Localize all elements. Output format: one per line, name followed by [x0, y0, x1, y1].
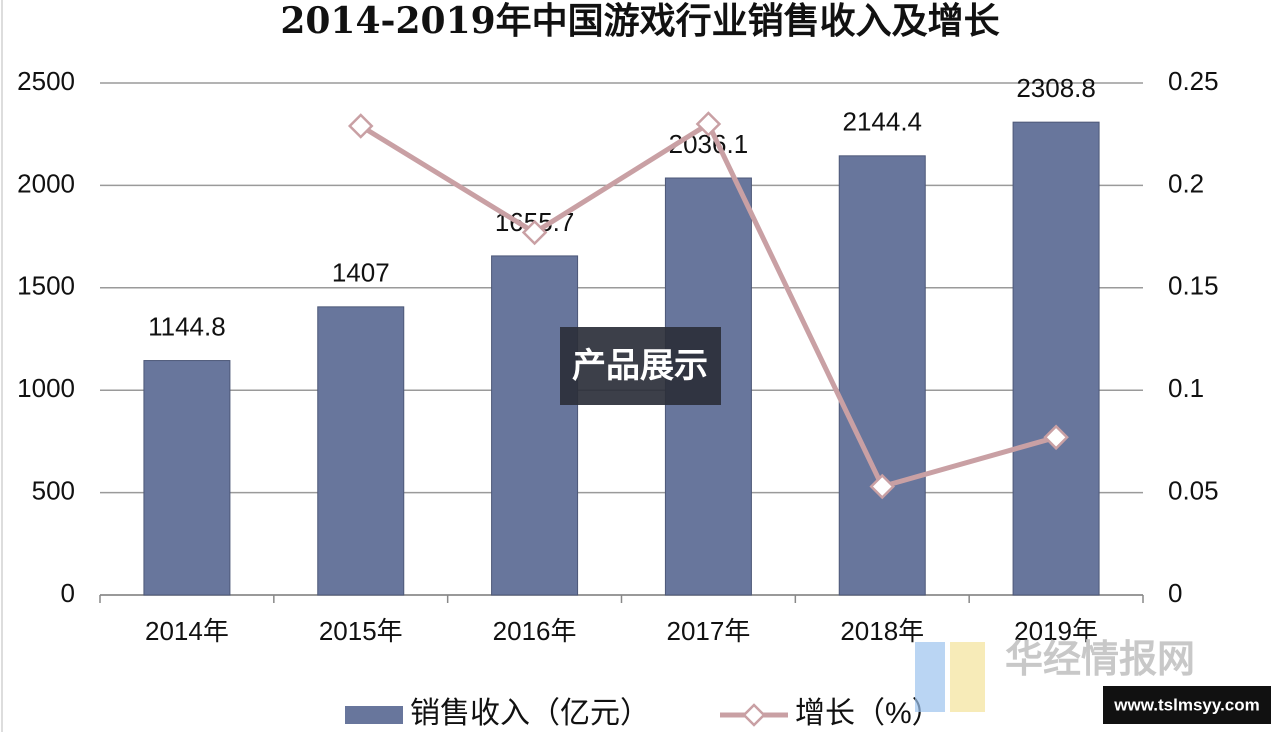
- y-tick-label: 1500: [17, 271, 75, 301]
- line-marker: [347, 113, 374, 139]
- line-marker: [695, 111, 722, 137]
- bar: [838, 155, 926, 596]
- legend-swatch: [345, 706, 403, 724]
- data-label: 2144.4: [842, 107, 922, 137]
- url-text: www.tslmsyy.com: [1113, 695, 1260, 714]
- line-marker: [1043, 424, 1069, 451]
- y2-tick-label: 0.2: [1168, 168, 1204, 198]
- bar: [1012, 121, 1100, 596]
- y-tick-label: 500: [32, 475, 75, 505]
- watermark-logo: [950, 642, 985, 712]
- x-tick-label: 2014年: [145, 616, 229, 646]
- watermark-text: 华经情报网: [1005, 639, 1195, 681]
- bar: [317, 306, 405, 596]
- x-tick-label: 2018年: [840, 616, 924, 646]
- watermark-logo: [915, 642, 945, 712]
- y2-tick-label: 0: [1168, 578, 1182, 608]
- y-tick-label: 2500: [17, 66, 75, 96]
- overlay-box: [560, 327, 721, 405]
- y-tick-label: 0: [61, 578, 75, 608]
- overlay-label: 产品展示: [572, 347, 708, 385]
- x-tick-label: 2015年: [319, 616, 403, 646]
- line-marker: [521, 219, 548, 246]
- data-label: 1407: [332, 258, 390, 288]
- y2-tick-label: 0.1: [1168, 373, 1204, 403]
- bar: [143, 360, 231, 596]
- chart-title: 2014-2019年中国游戏行业销售收入及增长: [280, 0, 999, 42]
- line-marker: [869, 473, 896, 500]
- bar: [491, 255, 579, 596]
- x-tick-label: 2019年: [1014, 616, 1098, 646]
- legend-label: 销售收入（亿元）: [410, 697, 650, 730]
- url-box: [1103, 686, 1271, 724]
- y-tick-label: 1000: [17, 373, 75, 403]
- y2-tick-label: 0.15: [1168, 271, 1219, 301]
- y-tick-label: 2000: [17, 168, 75, 198]
- x-tick-label: 2017年: [666, 616, 750, 646]
- y2-tick-label: 0.05: [1168, 475, 1219, 505]
- y2-tick-label: 0.25: [1168, 66, 1219, 96]
- x-tick-label: 2016年: [493, 616, 577, 646]
- legend-marker: [742, 703, 766, 727]
- data-label: 2308.8: [1016, 73, 1096, 103]
- data-label: 1144.8: [148, 311, 226, 341]
